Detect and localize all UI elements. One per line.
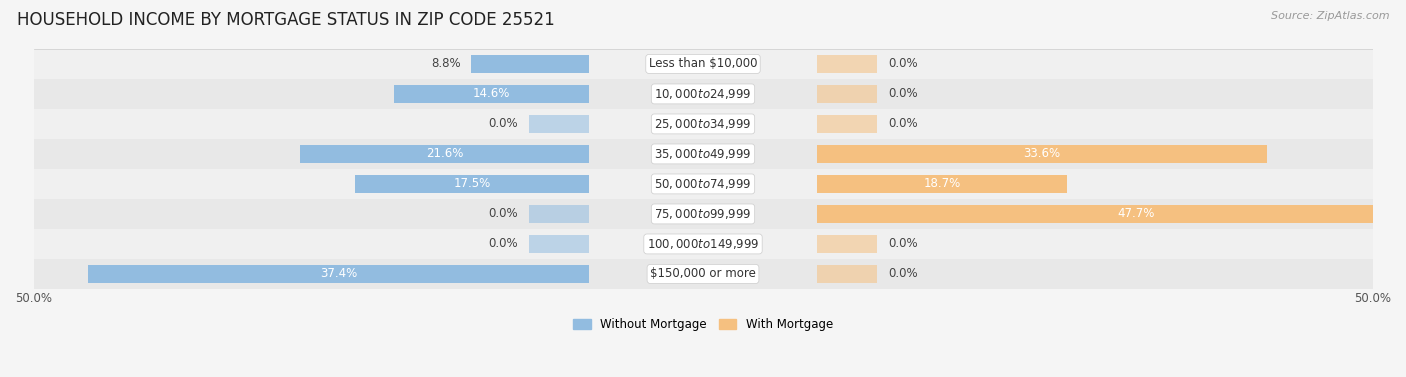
Bar	[34, 229, 1372, 259]
Bar	[299, 145, 589, 163]
Text: 47.7%: 47.7%	[1118, 207, 1154, 221]
Bar	[817, 265, 877, 283]
Bar	[529, 205, 589, 223]
Text: 8.8%: 8.8%	[432, 57, 461, 70]
Text: 17.5%: 17.5%	[453, 178, 491, 190]
Bar	[529, 115, 589, 133]
Legend: Without Mortgage, With Mortgage: Without Mortgage, With Mortgage	[568, 313, 838, 336]
Text: 14.6%: 14.6%	[472, 87, 510, 100]
Bar	[817, 145, 1267, 163]
Text: 0.0%: 0.0%	[887, 87, 917, 100]
Text: 0.0%: 0.0%	[489, 238, 519, 250]
Bar	[34, 199, 1372, 229]
Text: Source: ZipAtlas.com: Source: ZipAtlas.com	[1271, 11, 1389, 21]
Bar	[34, 259, 1372, 289]
Text: 33.6%: 33.6%	[1024, 147, 1060, 161]
Bar	[34, 79, 1372, 109]
Bar	[354, 175, 589, 193]
Text: 0.0%: 0.0%	[489, 118, 519, 130]
Text: 0.0%: 0.0%	[887, 267, 917, 280]
Text: 0.0%: 0.0%	[489, 207, 519, 221]
Text: 21.6%: 21.6%	[426, 147, 463, 161]
Bar	[817, 205, 1406, 223]
Bar	[89, 265, 589, 283]
Text: $35,000 to $49,999: $35,000 to $49,999	[654, 147, 752, 161]
Bar	[817, 84, 877, 103]
Bar	[394, 84, 589, 103]
Bar	[471, 55, 589, 73]
Text: $10,000 to $24,999: $10,000 to $24,999	[654, 87, 752, 101]
Bar	[34, 109, 1372, 139]
Text: $100,000 to $149,999: $100,000 to $149,999	[647, 237, 759, 251]
Text: 0.0%: 0.0%	[887, 238, 917, 250]
Text: Less than $10,000: Less than $10,000	[648, 57, 758, 70]
Text: 0.0%: 0.0%	[887, 57, 917, 70]
Text: $150,000 or more: $150,000 or more	[650, 267, 756, 280]
Bar	[34, 139, 1372, 169]
Text: 37.4%: 37.4%	[321, 267, 357, 280]
Bar	[34, 49, 1372, 79]
Text: $25,000 to $34,999: $25,000 to $34,999	[654, 117, 752, 131]
Text: HOUSEHOLD INCOME BY MORTGAGE STATUS IN ZIP CODE 25521: HOUSEHOLD INCOME BY MORTGAGE STATUS IN Z…	[17, 11, 554, 29]
Bar	[817, 175, 1067, 193]
Text: 0.0%: 0.0%	[887, 118, 917, 130]
Bar	[529, 234, 589, 253]
Text: 18.7%: 18.7%	[924, 178, 960, 190]
Bar	[817, 234, 877, 253]
Bar	[34, 169, 1372, 199]
Text: $75,000 to $99,999: $75,000 to $99,999	[654, 207, 752, 221]
Bar	[817, 115, 877, 133]
Text: $50,000 to $74,999: $50,000 to $74,999	[654, 177, 752, 191]
Bar	[817, 55, 877, 73]
